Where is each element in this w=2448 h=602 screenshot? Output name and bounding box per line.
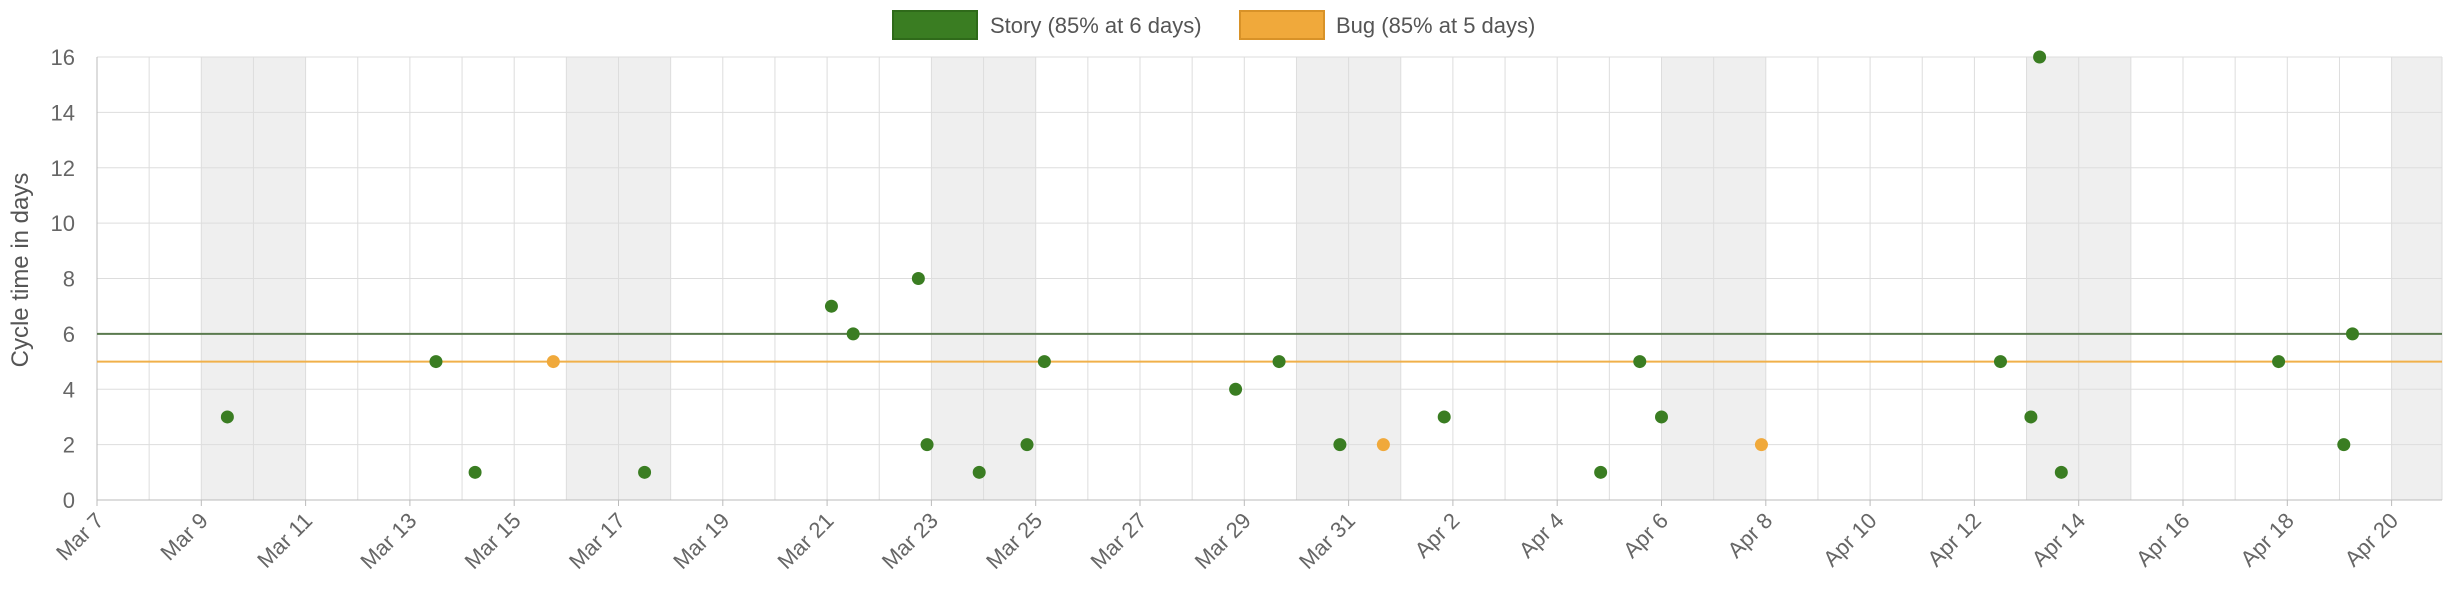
x-tick-label: Mar 17 (564, 508, 630, 574)
y-tick-label: 0 (63, 488, 75, 513)
x-tick-label: Apr 4 (1514, 508, 1569, 563)
data-points (220, 50, 2359, 479)
x-tick-label: Apr 10 (1818, 508, 1882, 572)
x-tick-label: Mar 19 (668, 508, 734, 574)
story-point (846, 327, 860, 341)
y-tick-label: 16 (51, 45, 75, 70)
x-tick-label: Apr 16 (2131, 508, 2195, 572)
story-point (1037, 355, 1051, 369)
story-point (1993, 355, 2007, 369)
story-point (1272, 355, 1286, 369)
legend-label: Bug (85% at 5 days) (1336, 13, 1535, 38)
y-tick-label: 8 (63, 267, 75, 292)
legend-label: Story (85% at 6 days) (990, 13, 1202, 38)
story-point (824, 299, 838, 313)
x-tick-label: Mar 31 (1294, 508, 1360, 574)
y-tick-label: 12 (51, 156, 75, 181)
x-tick-label: Apr 14 (2027, 508, 2091, 572)
story-point (2033, 50, 2047, 64)
story-point (1229, 382, 1243, 396)
legend[interactable]: Story (85% at 6 days) Bug (85% at 5 days) (892, 10, 1535, 40)
story-point (1655, 410, 1668, 424)
story-point (2345, 327, 2359, 341)
y-tick-label: 6 (63, 322, 75, 347)
legend-swatch (1239, 10, 1325, 40)
x-tick-label: Apr 20 (2340, 508, 2404, 572)
y-tick-label: 10 (51, 211, 75, 236)
x-tick-label: Mar 11 (252, 508, 317, 573)
x-tick-label: Mar 21 (773, 508, 839, 574)
legend-swatch (892, 10, 978, 40)
x-tick-label: Mar 23 (877, 508, 943, 574)
x-tick-label: Mar 29 (1190, 508, 1256, 574)
x-tick-label: Apr 12 (1922, 508, 1986, 572)
story-point (2054, 465, 2068, 479)
story-point (638, 465, 652, 479)
story-point (1437, 410, 1451, 424)
legend-item-bug[interactable]: Bug (85% at 5 days) (1239, 10, 1535, 40)
story-point (2337, 438, 2351, 452)
y-tick-label: 4 (63, 377, 75, 402)
story-point (2024, 410, 2038, 424)
story-point (1333, 438, 1347, 452)
bug-point (546, 355, 560, 369)
x-tick-label: Mar 15 (460, 508, 526, 574)
x-tick-label: Apr 2 (1410, 508, 1465, 563)
legend-item-story[interactable]: Story (85% at 6 days) (892, 10, 1202, 40)
x-tick-label: Mar 27 (1085, 508, 1151, 574)
y-axis-title: Cycle time in days (7, 173, 34, 368)
story-point (911, 272, 925, 285)
x-tick-label: Apr 22 (2444, 508, 2448, 572)
story-point (972, 465, 986, 479)
story-point (1594, 465, 1608, 479)
story-point (2272, 355, 2286, 369)
story-point (220, 410, 234, 424)
story-point (468, 465, 482, 479)
bug-point (1754, 438, 1768, 452)
x-tick-label: Apr 18 (2235, 508, 2299, 572)
x-tick-label: Mar 13 (355, 508, 421, 574)
y-tick-label: 14 (51, 100, 75, 125)
x-tick-label: Mar 7 (51, 508, 108, 565)
y-tick-label: 2 (63, 433, 75, 458)
story-point (429, 355, 443, 369)
bug-point (1376, 438, 1390, 452)
x-tick-label: Mar 25 (981, 508, 1047, 574)
x-tick-label: Apr 6 (1618, 508, 1673, 563)
percentile-lines (97, 332, 2442, 363)
story-point (1020, 438, 1034, 452)
x-tick-label: Mar 9 (155, 508, 212, 565)
story-point (1633, 355, 1647, 369)
story-point (920, 438, 934, 452)
x-tick-label: Apr 8 (1722, 508, 1777, 563)
